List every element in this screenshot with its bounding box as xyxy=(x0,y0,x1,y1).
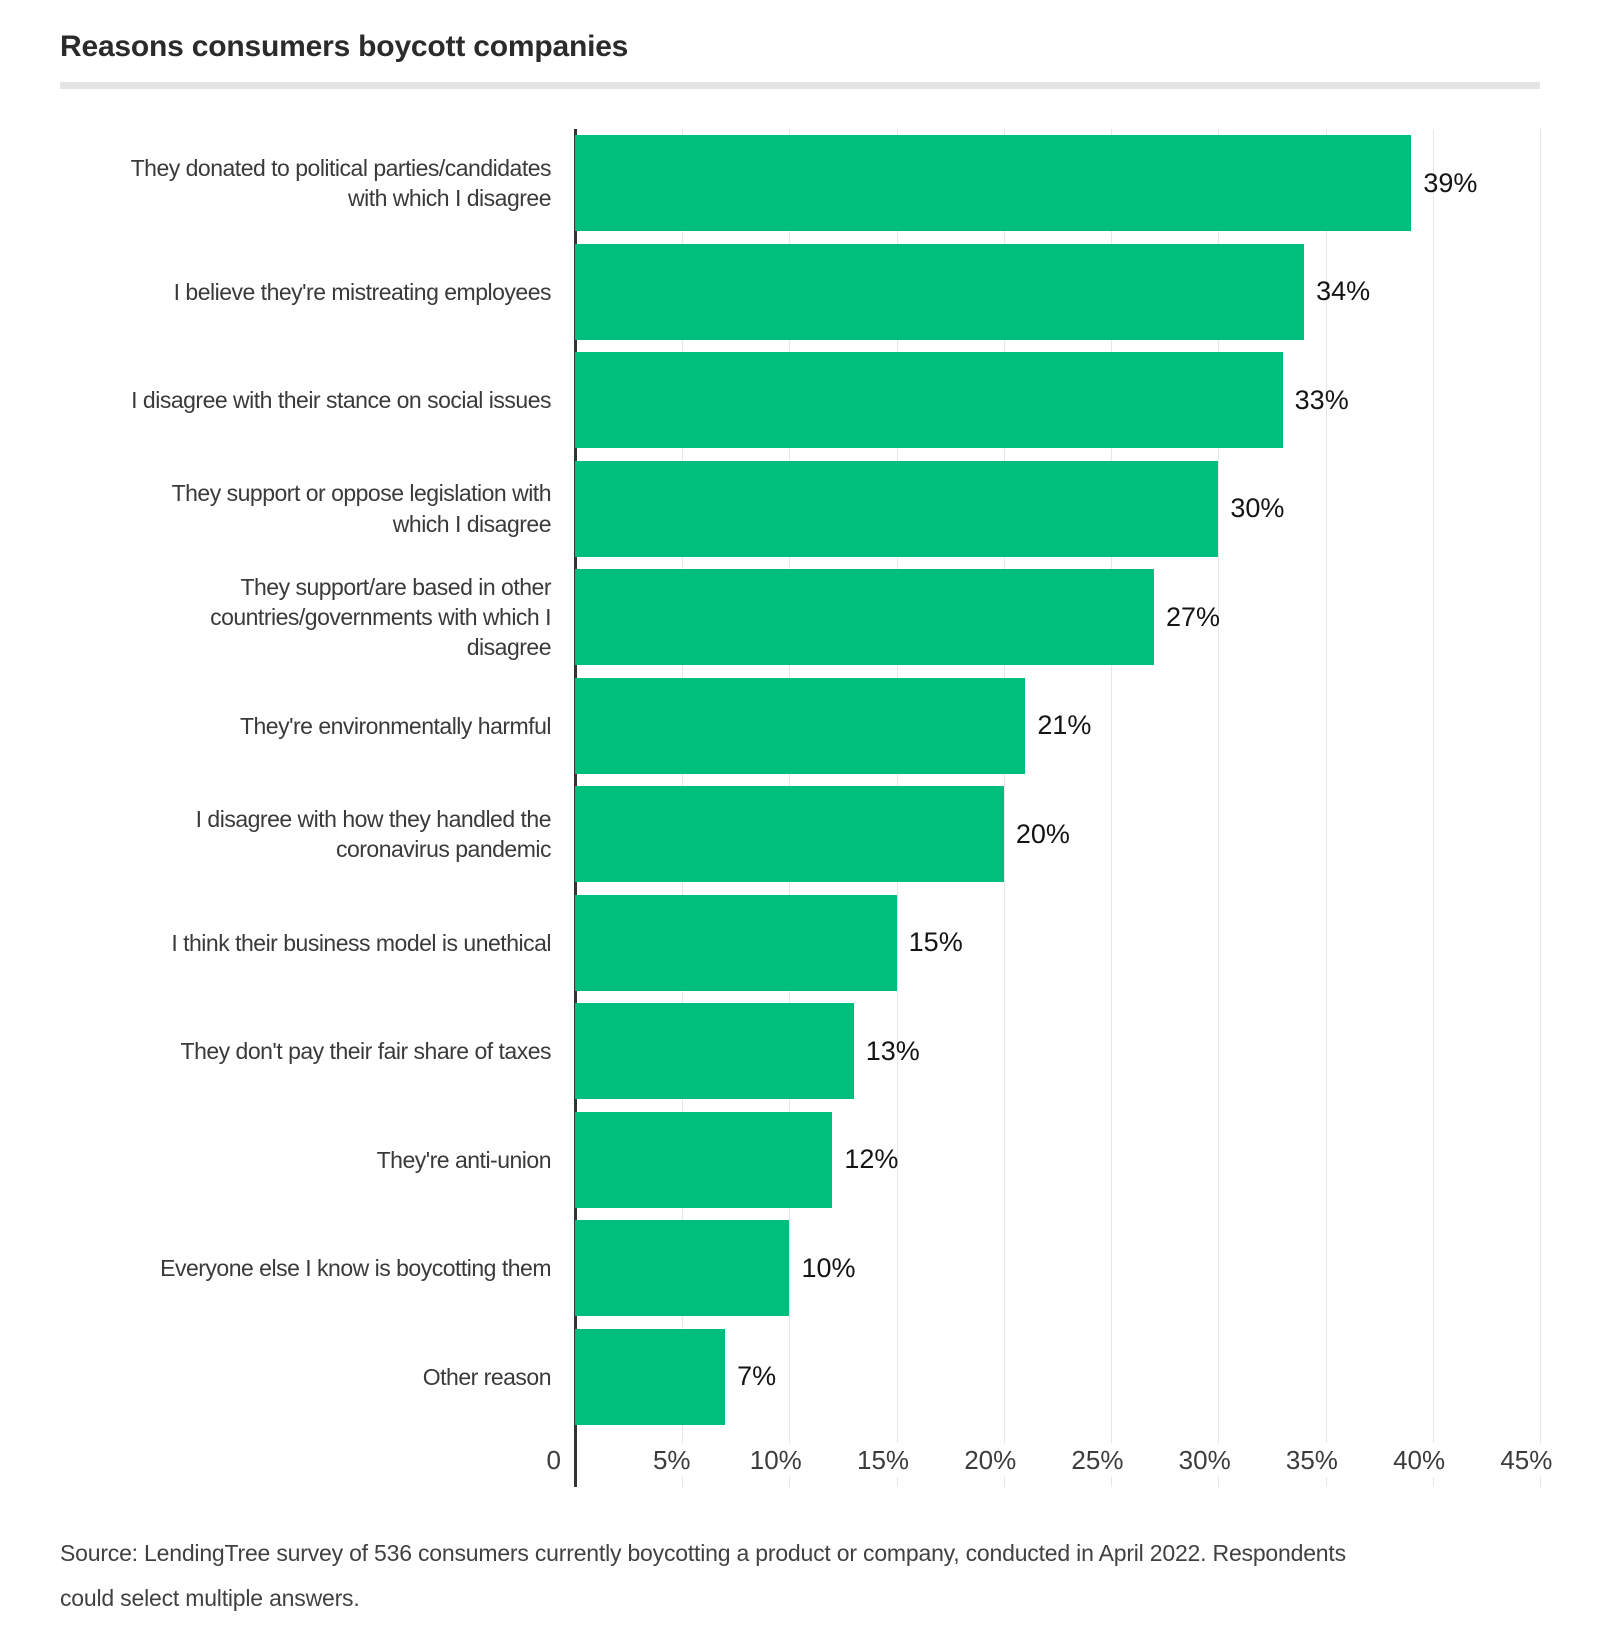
gridline xyxy=(1432,129,1434,1487)
x-axis: 0 5% 10% 15% 20% 25% 30% 35% 40% 45% xyxy=(547,1431,1558,1487)
bar xyxy=(575,894,897,991)
x-axis-tick-label: 20% xyxy=(959,1443,1022,1477)
gridline xyxy=(1218,129,1220,1487)
gridline xyxy=(1540,129,1541,1487)
category-label: They support or oppose legislation with … xyxy=(171,480,552,537)
category-label: I disagree with how they handled the cor… xyxy=(195,805,552,863)
bar-row: I think their business model is unethica… xyxy=(60,889,1540,998)
bar-row: They're anti-union 12% xyxy=(60,1106,1540,1215)
x-axis-tick-label: 40% xyxy=(1388,1443,1451,1477)
category-label: I disagree with their stance on social i… xyxy=(131,387,551,414)
bar-value-label: 27% xyxy=(1166,601,1221,632)
page-title: Reasons consumers boycott companies xyxy=(60,30,629,63)
bar-row: They don't pay their fair share of taxes… xyxy=(60,997,1540,1106)
bar-value-label: 12% xyxy=(844,1144,899,1175)
bar-row: They support/are based in other countrie… xyxy=(60,563,1540,672)
category-label: Everyone else I know is boycotting them xyxy=(160,1255,551,1282)
plot-cell: 21% xyxy=(575,672,1540,781)
plot-cell: 30% xyxy=(575,455,1540,564)
category-label: They're environmentally harmful xyxy=(239,712,552,739)
bar-value-label: 15% xyxy=(908,927,963,958)
bar-row: I disagree with their stance on social i… xyxy=(60,346,1540,455)
category-label: They're anti-union xyxy=(376,1146,552,1173)
bar-row: They support or oppose legislation with … xyxy=(60,455,1540,564)
x-axis-tick-label: 35% xyxy=(1280,1443,1343,1477)
plot-cell: 27% xyxy=(575,563,1540,672)
x-axis-tick-zero: 0 xyxy=(546,1445,561,1475)
bar-value-label: 34% xyxy=(1316,276,1371,307)
source-note: Source: LendingTree survey of 536 consum… xyxy=(60,1540,1346,1611)
plot-cell: 12% xyxy=(575,1106,1540,1215)
bar-chart: They donated to political parties/candid… xyxy=(60,129,1558,1487)
bar xyxy=(575,460,1219,557)
bar xyxy=(575,135,1412,232)
gridline xyxy=(1111,129,1113,1487)
bar xyxy=(575,1220,790,1317)
bar xyxy=(575,677,1026,774)
gridline xyxy=(1325,129,1327,1487)
plot-cell: 13% xyxy=(575,997,1540,1106)
bar xyxy=(575,1111,833,1208)
x-axis-tick-label: 45% xyxy=(1495,1443,1558,1477)
bar-value-label: 20% xyxy=(1015,818,1070,849)
gridline xyxy=(1003,129,1005,1487)
plot-cell: 10% xyxy=(575,1214,1540,1323)
bar-value-label: 33% xyxy=(1294,384,1349,415)
x-axis-tick-label: 25% xyxy=(1066,1443,1129,1477)
bar-row: Everyone else I know is boycotting them 1… xyxy=(60,1214,1540,1323)
plot-cell: 33% xyxy=(575,346,1540,455)
category-label: I think their business model is unethica… xyxy=(171,929,551,956)
bar-value-label: 30% xyxy=(1230,493,1285,524)
plot-cell: 39% xyxy=(575,129,1540,238)
title-divider xyxy=(60,82,1540,89)
bar xyxy=(575,786,1004,883)
plot-cell: 15% xyxy=(575,889,1540,998)
category-label: They don't pay their fair share of taxes xyxy=(180,1038,552,1065)
bar xyxy=(575,1003,854,1100)
bar-value-label: 7% xyxy=(737,1361,777,1392)
bar-value-label: 13% xyxy=(865,1035,920,1066)
bar-value-label: 10% xyxy=(801,1252,856,1283)
category-label: They support/are based in other countrie… xyxy=(210,573,551,661)
plot-cell: 7% xyxy=(575,1323,1540,1432)
category-label: I believe they're mistreating employees xyxy=(173,278,552,305)
bar-value-label: 39% xyxy=(1423,167,1478,198)
x-axis-tick-label: 15% xyxy=(851,1443,915,1477)
bar-row: Other reason 7% xyxy=(60,1323,1540,1432)
x-axis-tick-label: 30% xyxy=(1173,1443,1236,1477)
bar-row: They donated to political parties/candid… xyxy=(60,129,1540,238)
plot-cell: 34% xyxy=(575,238,1540,347)
bar xyxy=(575,243,1305,340)
bar-row: I disagree with how they handled the cor… xyxy=(60,780,1540,889)
category-label: They donated to political parties/candid… xyxy=(130,154,552,212)
plot-cell: 20% xyxy=(575,780,1540,889)
bar xyxy=(575,352,1283,449)
bar-rows: They donated to political parties/candid… xyxy=(60,129,1541,1487)
bar-row: I believe they're mistreating employees 3… xyxy=(60,238,1540,347)
x-axis-tick-label: 5% xyxy=(647,1443,696,1477)
category-label: Other reason xyxy=(422,1363,552,1390)
bar-row: They're environmentally harmful 21% xyxy=(60,672,1540,781)
bar xyxy=(575,569,1154,666)
bar xyxy=(575,1328,726,1425)
bar-value-label: 21% xyxy=(1037,710,1092,741)
x-axis-tick-label: 10% xyxy=(744,1443,807,1477)
